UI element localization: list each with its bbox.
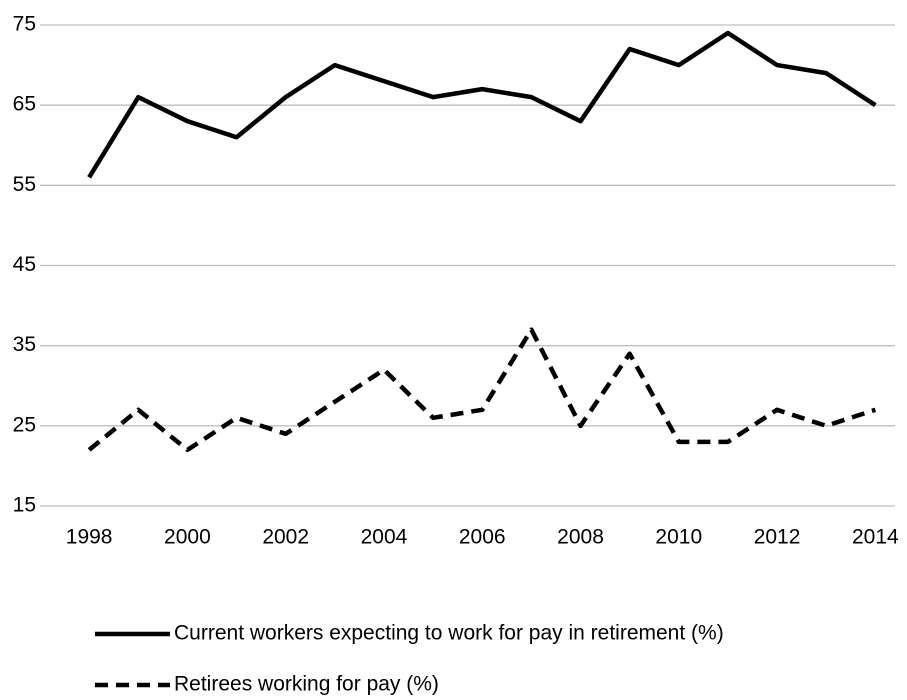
x-tick-label: 2012 [754, 526, 801, 549]
y-tick-label: 15 [13, 494, 36, 517]
y-tick-label: 45 [13, 253, 36, 276]
y-tick-label: 35 [13, 333, 36, 356]
x-tick-label: 2004 [361, 526, 408, 549]
y-tick-label: 25 [13, 413, 36, 436]
x-tick-label: 2008 [557, 526, 604, 549]
x-tick-label: 2006 [459, 526, 506, 549]
x-tick-label: 2002 [262, 526, 309, 549]
y-tick-label: 75 [13, 13, 36, 36]
series-line [87, 327, 877, 453]
series-line [87, 30, 877, 179]
x-tick-label: 2010 [655, 526, 702, 549]
x-tick-label: 1998 [66, 526, 113, 549]
y-tick-label: 55 [13, 173, 36, 196]
x-tick-label: 2000 [164, 526, 211, 549]
y-tick-label: 65 [13, 93, 36, 116]
legend-label: Current workers expecting to work for pa… [174, 622, 724, 645]
x-tick-label: 2014 [852, 526, 899, 549]
legend-label: Retirees working for pay (%) [174, 673, 439, 696]
